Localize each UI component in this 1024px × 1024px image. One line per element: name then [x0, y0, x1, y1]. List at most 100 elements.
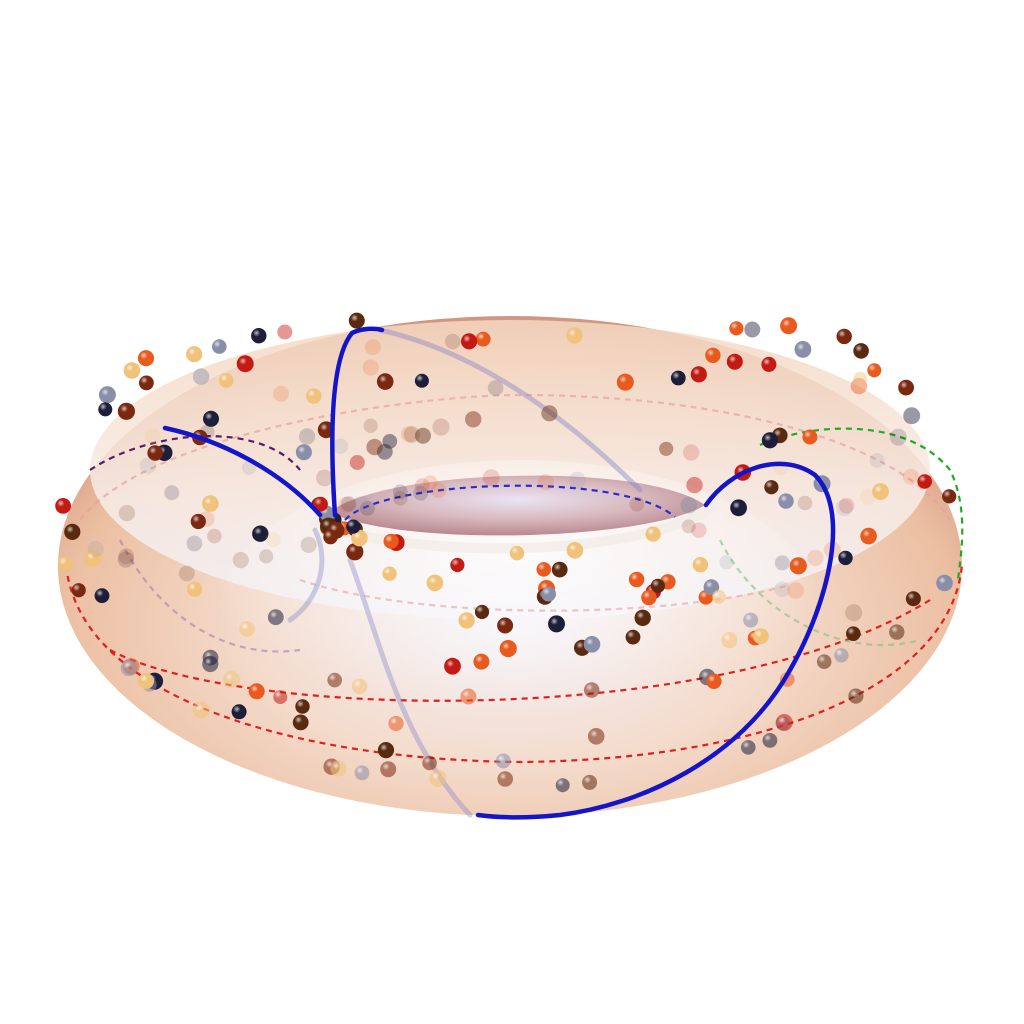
surface-point — [186, 535, 203, 552]
surface-point-highlight — [617, 374, 633, 390]
surface-point-highlight — [536, 561, 552, 577]
surface-point — [353, 496, 370, 514]
surface-point-highlight — [414, 373, 430, 389]
surface-point — [362, 359, 379, 376]
surface-point-highlight — [318, 422, 334, 438]
surface-point — [392, 491, 408, 506]
surface-point-highlight — [763, 479, 779, 495]
surface-point-highlight — [313, 496, 328, 512]
surface-point — [413, 485, 429, 501]
dashed-green-meridian — [759, 427, 964, 581]
surface-point-highlight — [55, 498, 71, 514]
surface-point-highlight — [706, 673, 722, 689]
surface-point — [232, 552, 249, 569]
surface-point-highlight — [727, 354, 743, 370]
surface-point-highlight — [138, 350, 154, 366]
dashed-red-front-loop — [299, 578, 791, 612]
surface-point-highlight — [293, 714, 309, 730]
surface-point-highlight — [584, 682, 600, 698]
surface-point — [681, 519, 696, 534]
surface-point — [118, 548, 135, 565]
surface-point-highlight — [567, 542, 583, 558]
surface-point-highlight — [833, 647, 849, 663]
surface-point — [273, 385, 289, 402]
surface-point — [691, 522, 707, 538]
surface-point-highlight — [509, 545, 525, 561]
surface-point-highlight — [873, 484, 888, 500]
surface-point-highlight — [327, 672, 343, 688]
surface-point — [797, 495, 813, 511]
torus-surface — [58, 316, 962, 816]
surface-point-highlight — [721, 632, 737, 648]
surface-point — [444, 333, 461, 350]
surface-point-highlight — [430, 770, 446, 786]
surface-point — [629, 496, 645, 512]
surface-point-highlight — [635, 610, 651, 626]
point-cloud — [55, 312, 957, 793]
surface-point-highlight — [692, 557, 708, 573]
solid-curves — [162, 326, 836, 820]
surface-point — [332, 438, 349, 455]
surface-point — [482, 469, 500, 487]
surface-point — [364, 339, 381, 356]
surface-point — [117, 551, 134, 568]
surface-point — [338, 496, 355, 513]
surface-point-highlight — [252, 526, 268, 542]
surface-point-highlight — [186, 346, 202, 362]
surface-point — [400, 426, 418, 443]
surface-point-highlight — [728, 320, 744, 336]
surface-point — [889, 428, 907, 446]
surface-point — [277, 324, 293, 340]
surface-point — [414, 478, 430, 494]
surface-point-highlight — [351, 530, 367, 546]
surface-point-highlight — [552, 562, 568, 578]
surface-point-highlight — [473, 654, 489, 670]
dashed-red-inner-loop — [109, 599, 931, 702]
surface-point-highlight — [296, 444, 312, 460]
surface-point-highlight — [147, 445, 163, 461]
surface-point — [403, 426, 421, 443]
surface-point-highlight — [762, 432, 778, 448]
surface-point — [902, 468, 919, 485]
surface-point-highlight — [118, 403, 134, 419]
surface-point — [316, 469, 333, 487]
surface-point — [340, 496, 357, 512]
surface-point — [423, 475, 438, 490]
surface-point-highlight — [295, 699, 310, 714]
surface-point — [659, 441, 674, 456]
surface-point — [432, 418, 450, 436]
surface-point-highlight — [323, 529, 338, 545]
surface-point-highlight — [731, 500, 747, 516]
surface-point-highlight — [790, 558, 806, 574]
surface-point — [382, 434, 398, 449]
surface-point-highlight — [761, 356, 777, 372]
surface-point-highlight — [422, 755, 438, 771]
surface-point — [363, 418, 378, 433]
hidden-curves — [287, 327, 643, 818]
surface-point — [487, 380, 504, 396]
surface-point-highlight — [272, 689, 288, 705]
surface-point — [903, 407, 921, 425]
surface-point-highlight — [691, 366, 707, 382]
surface-point — [145, 428, 161, 445]
surface-point-highlight — [866, 362, 882, 378]
surface-point — [853, 371, 868, 386]
surface-point — [568, 471, 587, 489]
surface-point-highlight — [218, 373, 234, 388]
surface-point — [349, 455, 365, 470]
surface-point-highlight — [306, 388, 322, 404]
surface-point-highlight — [898, 380, 914, 396]
surface-point-highlight — [378, 742, 394, 758]
surface-point-highlight — [121, 660, 137, 676]
surface-point — [859, 489, 876, 505]
surface-point-highlight — [889, 624, 905, 640]
surface-point — [537, 474, 554, 491]
surface-point — [178, 565, 195, 582]
surface-point-highlight — [459, 612, 475, 628]
surface-point — [393, 484, 408, 500]
surface-point — [430, 482, 447, 499]
surface-point-highlight — [99, 387, 115, 403]
surface-point-highlight — [475, 331, 491, 347]
surface-point-highlight — [251, 328, 267, 344]
